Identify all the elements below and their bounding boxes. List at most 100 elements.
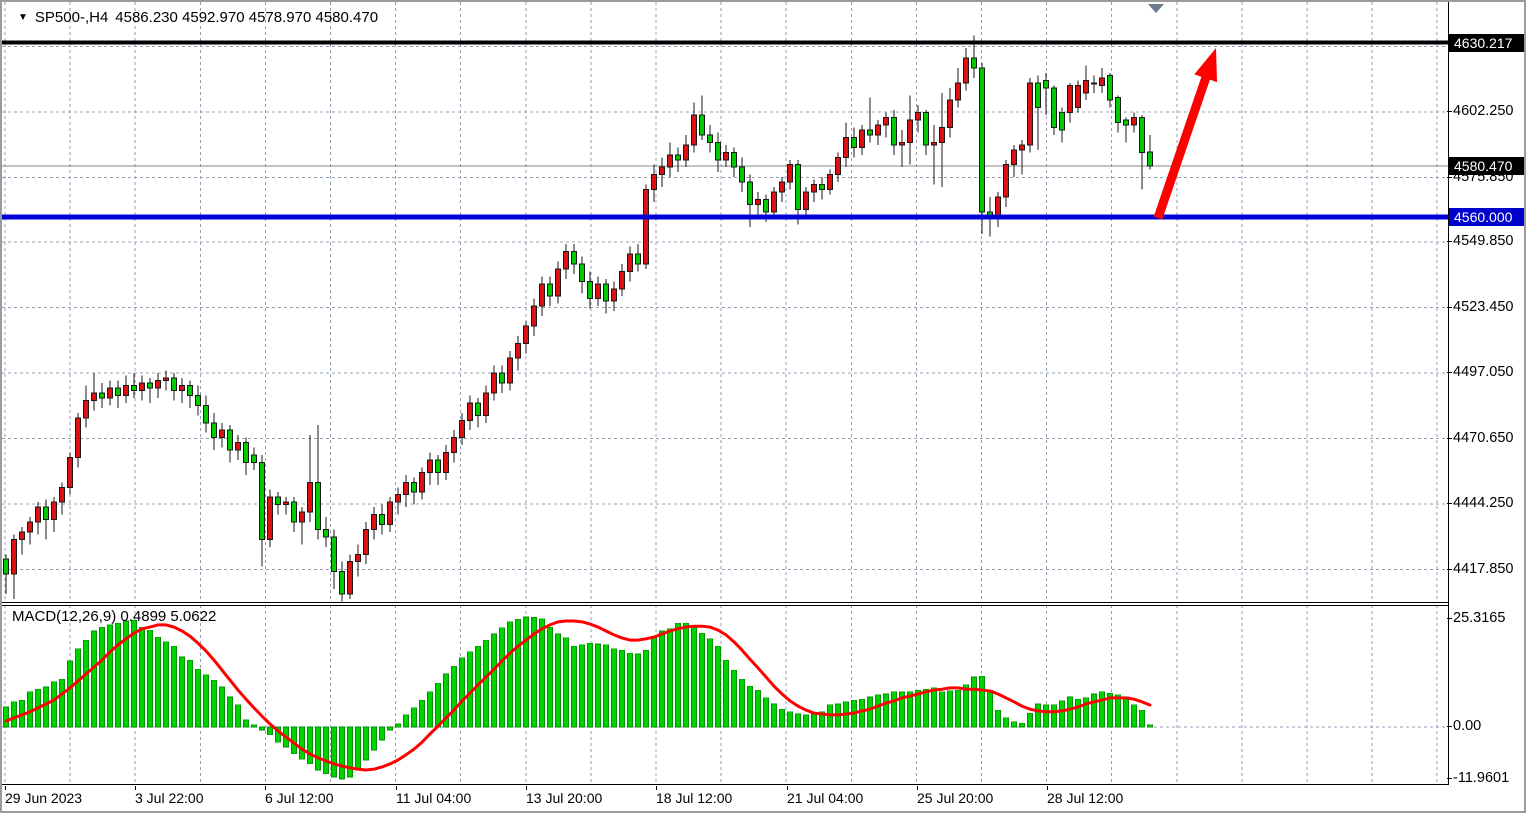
candle-body — [347, 561, 353, 595]
macd-histogram-bar — [347, 726, 353, 778]
axis-tick — [1447, 241, 1452, 242]
macd-histogram-bar — [203, 674, 209, 728]
price-axis-label: 4497.050 — [1447, 364, 1513, 380]
candle-body — [219, 429, 225, 439]
macd-histogram-bar — [563, 637, 569, 728]
candle-body — [1051, 87, 1057, 129]
price-badge: 4560.000 — [1449, 207, 1524, 226]
candle-body — [1067, 84, 1073, 114]
candle-body — [979, 67, 985, 213]
time-axis-label: 6 Jul 12:00 — [265, 790, 334, 806]
macd-histogram-bar — [75, 648, 81, 728]
candle-body — [395, 494, 401, 503]
candle-body — [251, 454, 257, 463]
macd-histogram-bar — [235, 704, 241, 728]
candle-body — [779, 181, 785, 193]
candle-body — [747, 181, 753, 205]
macd-histogram-bar — [987, 689, 993, 728]
macd-histogram-bar — [587, 642, 593, 728]
macd-histogram-bar — [1003, 717, 1009, 728]
macd-histogram-bar — [675, 622, 681, 728]
macd-histogram-bar — [435, 682, 441, 728]
macd-histogram-bar — [1091, 693, 1097, 728]
macd-histogram-bar — [1075, 698, 1081, 728]
macd-histogram-bar — [187, 659, 193, 728]
time-axis-label: 21 Jul 04:00 — [787, 790, 864, 806]
trend-arrow-head — [1194, 48, 1218, 83]
macd-histogram-bar — [603, 644, 609, 728]
macd-histogram-bar — [43, 686, 49, 728]
macd-histogram-bar — [731, 669, 737, 728]
panel-separator-top[interactable] — [2, 602, 1449, 603]
macd-histogram-bar — [619, 649, 625, 728]
macd-histogram-bar — [459, 657, 465, 728]
candle-body — [35, 506, 41, 523]
macd-indicator-panel[interactable] — [2, 605, 1449, 785]
price-axis-label: 4549.850 — [1447, 233, 1513, 249]
price-axis-label: 4470.650 — [1447, 430, 1513, 446]
candle-body — [523, 325, 529, 344]
macd-histogram-bar — [1067, 696, 1073, 728]
candle-body — [411, 481, 417, 493]
main-chart-panel[interactable] — [2, 2, 1449, 603]
candle-body — [579, 263, 585, 282]
panel-separator-bottom — [2, 605, 1449, 606]
candle-body — [1107, 74, 1113, 101]
macd-histogram-bar — [507, 621, 513, 728]
candle-body — [3, 558, 9, 575]
candle-body — [355, 553, 361, 563]
price-badge: 4630.217 — [1449, 33, 1524, 52]
candle-body — [755, 198, 761, 205]
macd-histogram-bar — [891, 691, 897, 728]
macd-histogram-bar — [307, 726, 313, 765]
macd-histogram-bar — [387, 726, 393, 731]
candle-body — [1035, 82, 1041, 109]
candle-body — [547, 283, 553, 297]
macd-histogram-bar — [667, 628, 673, 728]
candle-body — [539, 283, 545, 307]
time-axis-tick — [656, 786, 657, 790]
macd-histogram-bar — [1147, 724, 1153, 728]
macd-histogram-bar — [939, 691, 945, 728]
macd-histogram-bar — [339, 726, 345, 780]
candle-body — [883, 117, 889, 126]
candle-body — [931, 141, 937, 146]
macd-histogram-bar — [971, 676, 977, 728]
macd-histogram-bar — [243, 719, 249, 728]
candle-body — [307, 481, 313, 513]
macd-histogram-bar — [155, 636, 161, 728]
candle-body — [587, 280, 593, 300]
candle-body — [971, 57, 977, 69]
macd-histogram-bar — [99, 626, 105, 728]
candle-body — [331, 536, 337, 573]
candle-body — [339, 571, 345, 595]
symbol-dropdown-icon[interactable]: ▼ — [18, 11, 28, 23]
macd-name: MACD(12,26,9) — [12, 608, 117, 625]
macd-histogram-bar — [947, 690, 953, 728]
candle-body — [235, 442, 241, 451]
macd-histogram-bar — [163, 641, 169, 728]
candle-body — [107, 387, 113, 399]
macd-histogram-bar — [395, 723, 401, 728]
macd-histogram-bar — [171, 645, 177, 728]
candle-body — [899, 141, 905, 146]
time-axis-tick — [1047, 786, 1048, 790]
candle-body — [739, 166, 745, 183]
macd-histogram-bar — [1115, 694, 1121, 728]
axis-tick — [1447, 437, 1452, 439]
macd-histogram-bar — [579, 644, 585, 728]
macd-histogram-bar — [611, 648, 617, 728]
candle-body — [115, 387, 121, 396]
candle-body — [155, 380, 161, 389]
price-axis-label: 4417.850 — [1447, 561, 1513, 577]
macd-histogram-bar — [1011, 721, 1017, 728]
time-axis-label: 13 Jul 20:00 — [526, 790, 603, 806]
candle-body — [515, 342, 521, 359]
macd-histogram-bar — [267, 726, 273, 736]
macd-histogram-bar — [547, 626, 553, 728]
candle-body — [771, 191, 777, 213]
macd-histogram-bar — [1123, 696, 1129, 728]
macd-signal-line — [4, 619, 1152, 772]
candle-body — [947, 99, 953, 129]
macd-histogram-bar — [139, 626, 145, 728]
